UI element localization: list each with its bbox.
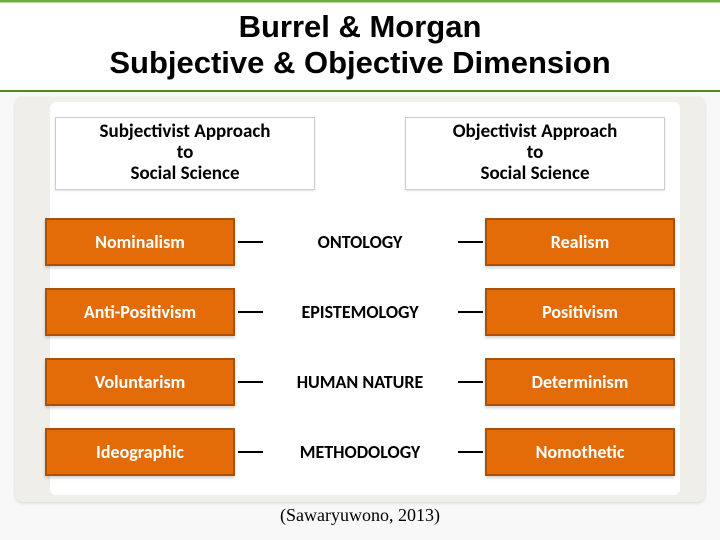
subjectivist-box-epistemology: Anti-Positivism xyxy=(45,288,235,336)
dimension-label-epistemology: EPISTEMOLOGY xyxy=(265,301,455,323)
right-approach-l3: Social Science xyxy=(480,162,589,185)
connector-line xyxy=(238,241,263,243)
dimension-label-methodology: METHODOLOGY xyxy=(265,441,455,463)
header-bar: Burrel & Morgan Subjective & Objective D… xyxy=(0,0,720,92)
title-line1: Burrel & Morgan xyxy=(239,9,482,44)
approach-header-row: Subjectivist Approach to Social Science … xyxy=(45,117,675,190)
left-approach-l1: Subjectivist Approach xyxy=(100,120,271,143)
objectivist-box-epistemology: Positivism xyxy=(485,288,675,336)
right-approach-l1: Objectivist Approach xyxy=(453,120,618,143)
subjectivist-approach-label: Subjectivist Approach to Social Science xyxy=(55,117,315,190)
objectivist-approach-label: Objectivist Approach to Social Science xyxy=(405,117,665,190)
connector-line xyxy=(458,241,483,243)
connector-line xyxy=(458,381,483,383)
objectivist-box-human-nature: Determinism xyxy=(485,358,675,406)
objectivist-box-methodology: Nomothetic xyxy=(485,428,675,476)
title-line2: Subjective & Objective Dimension xyxy=(109,45,610,80)
dimension-label-ontology: ONTOLOGY xyxy=(265,231,455,253)
connector-line xyxy=(238,381,263,383)
dimension-label-human-nature: HUMAN NATURE xyxy=(265,371,455,393)
dimension-row-epistemology: Anti-Positivism EPISTEMOLOGY Positivism xyxy=(45,288,675,336)
page-title: Burrel & Morgan Subjective & Objective D… xyxy=(109,9,610,80)
citation-text: (Sawaryuwono, 2013) xyxy=(0,505,720,526)
connector-line xyxy=(458,311,483,313)
dimension-row-ontology: Nominalism ONTOLOGY Realism xyxy=(45,218,675,266)
diagram-grid: Subjectivist Approach to Social Science … xyxy=(45,117,675,498)
dimension-row-human-nature: Voluntarism HUMAN NATURE Determinism xyxy=(45,358,675,406)
connector-line xyxy=(238,451,263,453)
right-approach-l2: to xyxy=(527,141,544,164)
left-approach-l2: to xyxy=(177,141,194,164)
subjectivist-box-methodology: Ideographic xyxy=(45,428,235,476)
connector-line xyxy=(458,451,483,453)
dimension-row-methodology: Ideographic METHODOLOGY Nomothetic xyxy=(45,428,675,476)
content-area: Subjectivist Approach to Social Science … xyxy=(0,92,720,540)
subjectivist-box-ontology: Nominalism xyxy=(45,218,235,266)
subjectivist-box-human-nature: Voluntarism xyxy=(45,358,235,406)
connector-line xyxy=(238,311,263,313)
left-approach-l3: Social Science xyxy=(130,162,239,185)
objectivist-box-ontology: Realism xyxy=(485,218,675,266)
